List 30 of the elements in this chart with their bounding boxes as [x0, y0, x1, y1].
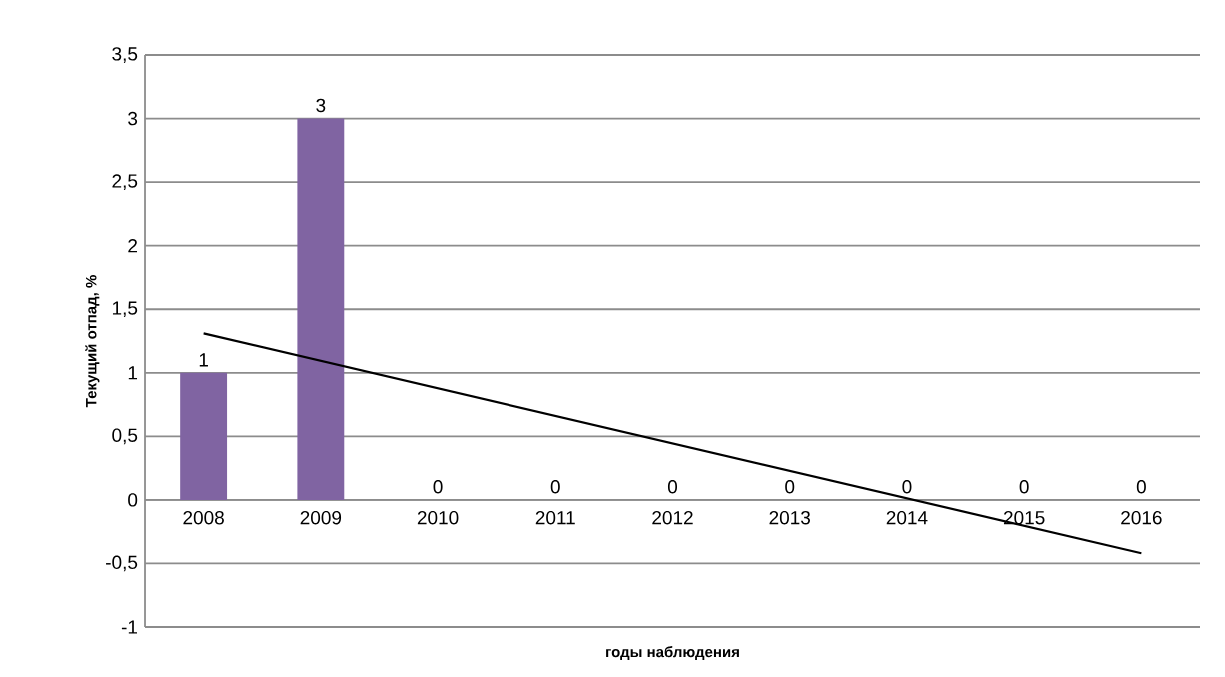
data-label: 0 — [902, 480, 912, 494]
y-tick-label: -1 — [121, 620, 138, 634]
x-tick-label: 2013 — [769, 510, 810, 525]
x-tick-label: 2016 — [1121, 510, 1162, 525]
y-tick-label: 3,5 — [112, 47, 138, 63]
data-label: 0 — [667, 480, 678, 494]
data-label: 0 — [1136, 480, 1146, 494]
data-label: 3 — [316, 98, 326, 113]
y-tick-label: 0,5 — [112, 428, 138, 445]
data-label: 0 — [1019, 480, 1029, 494]
y-tick-label: 2,5 — [112, 174, 138, 190]
x-tick-label: 2008 — [183, 510, 224, 525]
x-tick-label: 2012 — [652, 510, 693, 525]
y-tick-label: -0,5 — [106, 555, 138, 572]
y-tick-label: 3 — [128, 111, 138, 126]
y-axis-title: Текущий отпад, % — [85, 275, 100, 408]
x-tick-label: 2009 — [300, 510, 342, 525]
y-tick-label: 1 — [128, 366, 138, 380]
y-tick-label: 1,5 — [112, 301, 138, 317]
y-tick-label: 0 — [128, 493, 138, 507]
y-tick-label: 2 — [128, 239, 138, 253]
x-tick-label: 2015 — [1003, 510, 1045, 525]
data-label: 0 — [550, 480, 560, 494]
data-label: 0 — [785, 480, 795, 494]
data-label: 0 — [433, 480, 443, 494]
data-label: 1 — [199, 353, 208, 367]
x-tick-label: 2010 — [417, 510, 459, 525]
x-axis-title: годы наблюдения — [606, 646, 739, 661]
x-tick-label: 2014 — [886, 510, 928, 525]
x-tick-label: 2011 — [535, 510, 575, 525]
